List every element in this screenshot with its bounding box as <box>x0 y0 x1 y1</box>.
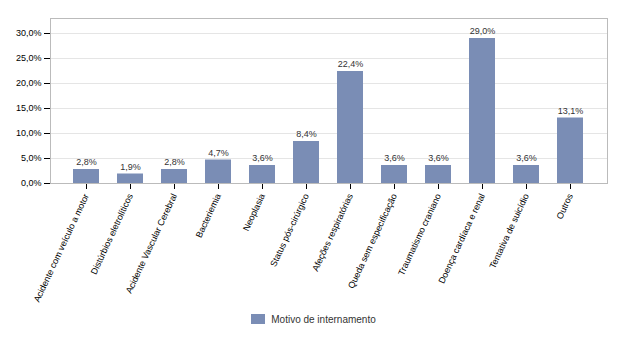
svg-text:3,6%: 3,6% <box>428 153 449 163</box>
svg-text:3,6%: 3,6% <box>384 153 405 163</box>
svg-text:13,1%: 13,1% <box>558 106 584 116</box>
svg-text:22,4%: 22,4% <box>338 59 364 69</box>
svg-text:Bacteriemia: Bacteriemia <box>194 192 223 239</box>
svg-text:Acidente com veículo a motor: Acidente com veículo a motor <box>32 192 91 304</box>
svg-text:20,0%: 20,0% <box>16 78 42 88</box>
svg-text:2,8%: 2,8% <box>164 157 185 167</box>
svg-text:5,0%: 5,0% <box>21 153 42 163</box>
svg-text:29,0%: 29,0% <box>470 26 496 36</box>
svg-text:Afeções respiratórias: Afeções respiratórias <box>310 192 355 273</box>
svg-text:2,8%: 2,8% <box>76 157 97 167</box>
svg-text:15,0%: 15,0% <box>16 103 42 113</box>
svg-text:4,7%: 4,7% <box>208 148 229 158</box>
svg-text:Doença cardíaca e renal: Doença cardíaca e renal <box>436 192 487 285</box>
svg-text:3,6%: 3,6% <box>516 153 537 163</box>
svg-text:25,0%: 25,0% <box>16 53 42 63</box>
svg-text:Status pós-cirúrgico: Status pós-cirúrgico <box>268 192 311 268</box>
svg-text:30,0%: 30,0% <box>16 28 42 38</box>
svg-text:3,6%: 3,6% <box>252 153 273 163</box>
svg-text:Traumatismo craniano: Traumatismo craniano <box>396 192 443 277</box>
svg-text:Distúrbios eletrolíticos: Distúrbios eletrolíticos <box>89 192 135 276</box>
svg-text:1,9%: 1,9% <box>120 162 141 172</box>
svg-text:8,4%: 8,4% <box>296 129 317 139</box>
svg-text:10,0%: 10,0% <box>16 128 42 138</box>
svg-text:Queda sem especificação: Queda sem especificação <box>346 192 399 290</box>
svg-text:Outros: Outros <box>554 192 575 221</box>
svg-text:Acidente Vascular Cerebral: Acidente Vascular Cerebral <box>124 192 179 295</box>
svg-text:Neoplasia: Neoplasia <box>241 192 267 233</box>
html-text:Motivo de internamento: Motivo de internamento <box>271 313 376 325</box>
svg-text:Tentativa de suicídio: Tentativa de suicídio <box>487 192 531 270</box>
svg-text:0,0%: 0,0% <box>21 178 42 188</box>
